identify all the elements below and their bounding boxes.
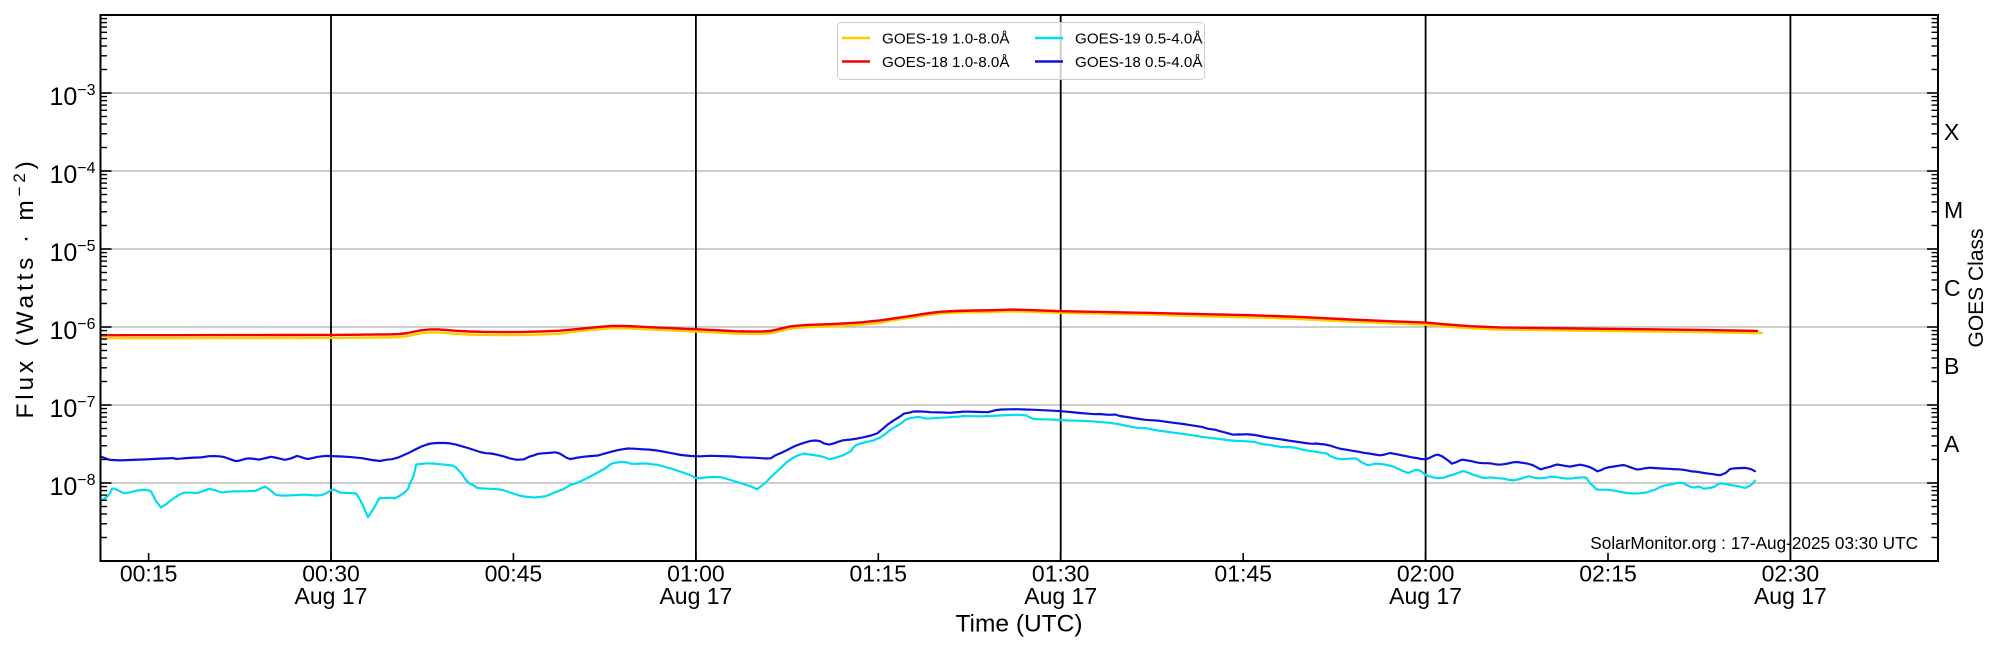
svg-text:01:30: 01:30: [1032, 561, 1090, 587]
svg-text:SolarMonitor.org : 17-Aug-2025: SolarMonitor.org : 17-Aug-2025 03:30 UTC: [1590, 533, 1918, 553]
svg-text:00:15: 00:15: [120, 561, 178, 587]
svg-text:C: C: [1944, 275, 1961, 301]
svg-text:X: X: [1944, 119, 1959, 145]
svg-text:01:15: 01:15: [850, 561, 908, 587]
svg-text:Time (UTC): Time (UTC): [955, 611, 1082, 638]
svg-text:GOES-19 1.0-8.0Å: GOES-19 1.0-8.0Å: [882, 31, 1010, 48]
svg-text:10−6: 10−6: [49, 316, 95, 345]
svg-text:GOES-19 0.5-4.0Å: GOES-19 0.5-4.0Å: [1075, 31, 1203, 48]
svg-text:A: A: [1944, 431, 1960, 457]
svg-text:GOES Class: GOES Class: [1965, 228, 1988, 347]
svg-text:GOES-18 1.0-8.0Å: GOES-18 1.0-8.0Å: [882, 54, 1010, 71]
svg-text:M: M: [1944, 197, 1963, 223]
svg-text:Aug 17: Aug 17: [659, 583, 732, 609]
svg-text:02:00: 02:00: [1397, 561, 1455, 587]
svg-text:Aug 17: Aug 17: [1024, 583, 1097, 609]
svg-text:Aug 17: Aug 17: [1754, 583, 1827, 609]
svg-text:Aug 17: Aug 17: [1389, 583, 1462, 609]
svg-text:01:00: 01:00: [667, 561, 725, 587]
svg-text:00:45: 00:45: [485, 561, 543, 587]
svg-text:Flux (Watts · m−2): Flux (Watts · m−2): [10, 157, 39, 418]
svg-text:GOES-18 0.5-4.0Å: GOES-18 0.5-4.0Å: [1075, 54, 1203, 71]
svg-text:01:45: 01:45: [1214, 561, 1272, 587]
svg-text:02:30: 02:30: [1762, 561, 1820, 587]
svg-text:02:15: 02:15: [1579, 561, 1637, 587]
svg-text:00:30: 00:30: [302, 561, 360, 587]
svg-text:B: B: [1944, 353, 1959, 379]
svg-text:Aug 17: Aug 17: [295, 583, 368, 609]
